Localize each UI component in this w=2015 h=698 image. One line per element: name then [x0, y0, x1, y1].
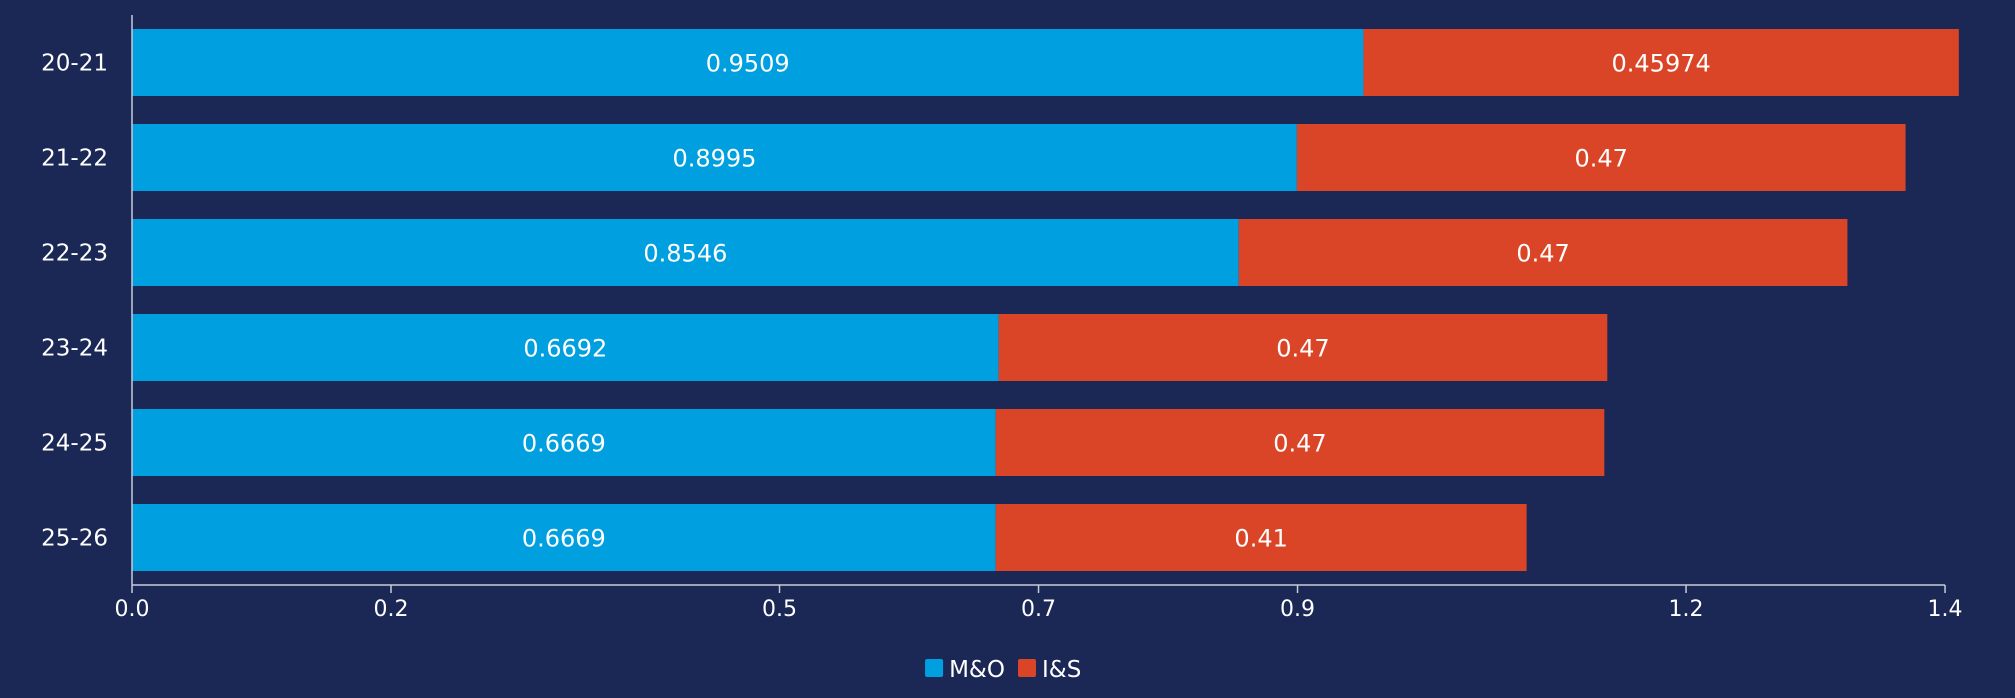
data-label: 0.8546: [643, 240, 727, 268]
x-tick-label: 0.5: [762, 597, 797, 622]
data-label: 0.6669: [522, 430, 606, 458]
legend-label-mo: M&O: [949, 657, 1005, 683]
bar-mo-25-26: [132, 504, 996, 571]
bar-is-24-25: [995, 409, 1605, 476]
bar-mo-20-21: [132, 29, 1364, 96]
data-label: 0.45974: [1612, 50, 1711, 78]
x-tick-label: 0.9: [1280, 597, 1315, 622]
y-tick-label: 24-25: [41, 431, 108, 457]
y-tick-label: 21-22: [41, 146, 108, 172]
bar-is-20-21: [1363, 29, 1959, 96]
bar-is-22-23: [1238, 219, 1848, 286]
x-tick-label: 1.4: [1928, 597, 1963, 622]
data-label: 0.6669: [522, 525, 606, 553]
bar-mo-23-24: [132, 314, 999, 381]
bar-is-21-22: [1296, 124, 1906, 191]
data-label: 0.47: [1516, 240, 1569, 268]
legend-swatch-mo: [925, 659, 944, 677]
bar-mo-22-23: [132, 219, 1239, 286]
x-tick-label: 1.2: [1669, 597, 1704, 622]
bar-mo-21-22: [132, 124, 1297, 191]
x-tick-label: 0.2: [374, 597, 409, 622]
legend-swatch-is: [1018, 659, 1036, 677]
x-tick-label: 0.0: [115, 597, 150, 622]
data-label: 0.9509: [706, 50, 790, 78]
data-label: 0.47: [1273, 430, 1326, 458]
data-label: 0.47: [1276, 335, 1329, 363]
data-label: 0.8995: [672, 145, 756, 173]
bar-mo-24-25: [132, 409, 996, 476]
bar-is-25-26: [995, 504, 1527, 571]
y-tick-label: 22-23: [41, 241, 108, 267]
y-tick-label: 20-21: [41, 51, 108, 77]
legend-label-is: I&S: [1042, 657, 1081, 683]
data-label: 0.6692: [523, 335, 607, 363]
data-label: 0.47: [1574, 145, 1627, 173]
data-label: 0.41: [1234, 525, 1287, 553]
y-tick-label: 25-26: [41, 526, 108, 552]
y-tick-label: 23-24: [41, 336, 108, 362]
bar-is-23-24: [998, 314, 1608, 381]
x-tick-label: 0.7: [1021, 597, 1056, 622]
